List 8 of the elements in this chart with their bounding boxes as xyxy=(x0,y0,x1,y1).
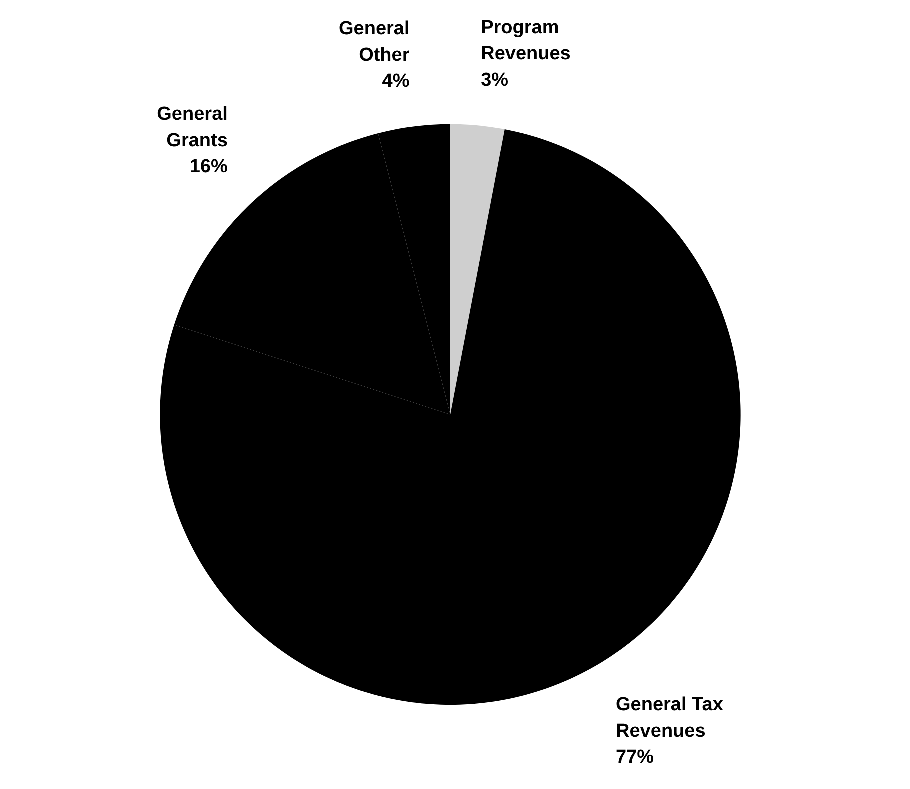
data-label: 77% xyxy=(616,747,654,768)
slice-label: General Tax Revenues xyxy=(616,694,724,742)
slice-label: Program Revenues xyxy=(481,17,571,65)
slice-label: General Other xyxy=(338,18,410,66)
data-label: 3% xyxy=(481,70,509,91)
data-label: 16% xyxy=(190,156,228,178)
data-label: 4% xyxy=(382,71,410,92)
slice-label: General Grants xyxy=(157,104,228,152)
